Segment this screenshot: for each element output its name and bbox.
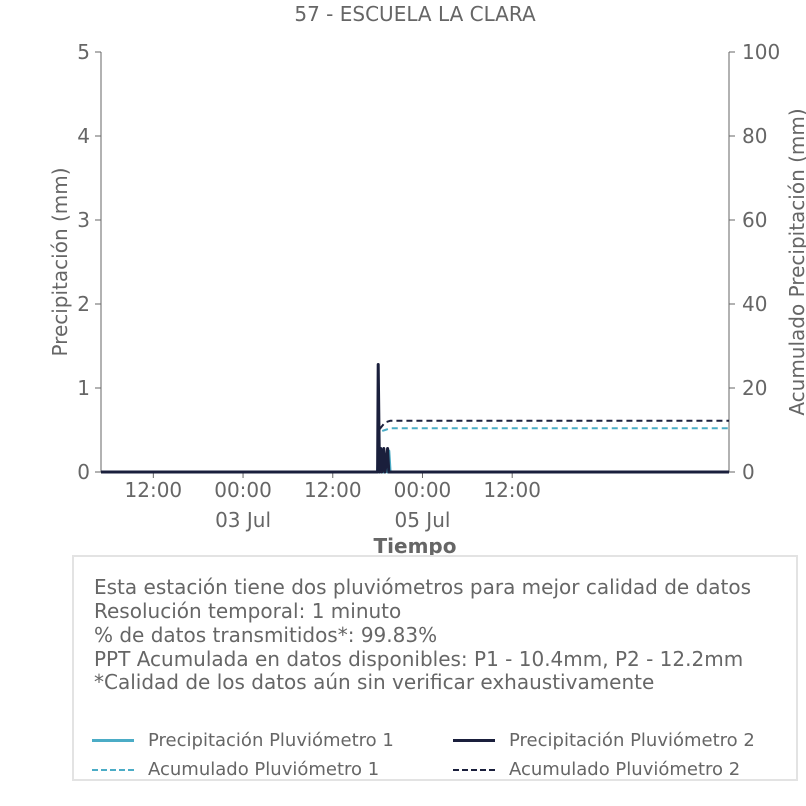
series-line-3 [101, 427, 729, 473]
legend-label-acc2: Acumulado Pluviómetro 2 [509, 759, 741, 780]
x-tick-label: 00:00 [394, 478, 452, 502]
legend-label-p1: Precipitación Pluviómetro 1 [148, 730, 394, 751]
legend-label-p2: Precipitación Pluviómetro 2 [509, 730, 755, 751]
y2-tick-label: 100 [742, 40, 780, 64]
info-line-resolution: Resolución temporal: 1 minuto [94, 599, 402, 623]
info-legend-box: Esta estación tiene dos pluviómetros par… [72, 555, 798, 781]
y-tick-label: 1 [77, 376, 90, 400]
y2-tick-label: 60 [742, 208, 767, 232]
y2-tick-label: 40 [742, 292, 767, 316]
info-line-accumulated: PPT Acumulada en datos disponibles: P1 -… [94, 647, 744, 671]
legend-label-acc1: Acumulado Pluviómetro 1 [148, 759, 380, 780]
legend-swatch-dashed-dark [453, 768, 495, 771]
y2-tick-label: 80 [742, 124, 767, 148]
legend-item-acc2: Acumulado Pluviómetro 2 [453, 759, 740, 780]
info-line-quality-note: *Calidad de los datos aún sin verificar … [94, 670, 655, 694]
series-line-2 [101, 363, 729, 474]
info-line-stations: Esta estación tiene dos pluviómetros par… [94, 575, 752, 599]
legend-swatch-solid-dark [453, 739, 495, 742]
x-tick-label: 00:00 [214, 478, 272, 502]
info-line-transmitted: % de datos transmitidos*: 99.83% [94, 623, 438, 647]
y2-tick-label: 20 [742, 376, 767, 400]
chart-title: 57 - ESCUELA LA CLARA [294, 2, 536, 26]
y-axis-label: Precipitación (mm) [48, 167, 72, 356]
x-tick-sublabel: 05 Jul [395, 508, 451, 532]
chart-series [101, 363, 729, 474]
y-tick-label: 2 [77, 292, 90, 316]
rainfall-chart: 57 - ESCUELA LA CLARA 0 1 2 3 4 5 0 20 40 60 80 100… [48, 2, 806, 558]
x-tick-label: 12:00 [304, 478, 362, 502]
y-tick-label: 4 [77, 124, 90, 148]
y-tick-label: 5 [77, 40, 90, 64]
x-axis-label: Tiempo [374, 534, 457, 558]
y-tick-label: 0 [77, 460, 90, 484]
x-tick-label: 12:00 [483, 478, 541, 502]
y2-axis-label: Acumulado Precipitación (mm) [785, 108, 806, 415]
chart-axes: 0 1 2 3 4 5 0 20 40 60 80 100 12:00 00:00 03 Jul 12:00 0… [77, 40, 780, 532]
legend-swatch-dashed-light [92, 768, 134, 771]
y-tick-label: 3 [77, 208, 90, 232]
legend-item-p1: Precipitación Pluviómetro 1 [92, 730, 394, 751]
x-tick-sublabel: 03 Jul [215, 508, 271, 532]
x-tick-label: 12:00 [125, 478, 183, 502]
legend-item-acc1: Acumulado Pluviómetro 1 [92, 759, 379, 780]
series-line-1 [101, 445, 729, 474]
y2-tick-label: 0 [742, 460, 755, 484]
legend-item-p2: Precipitación Pluviómetro 2 [453, 730, 755, 751]
legend-swatch-solid-light [92, 739, 134, 742]
